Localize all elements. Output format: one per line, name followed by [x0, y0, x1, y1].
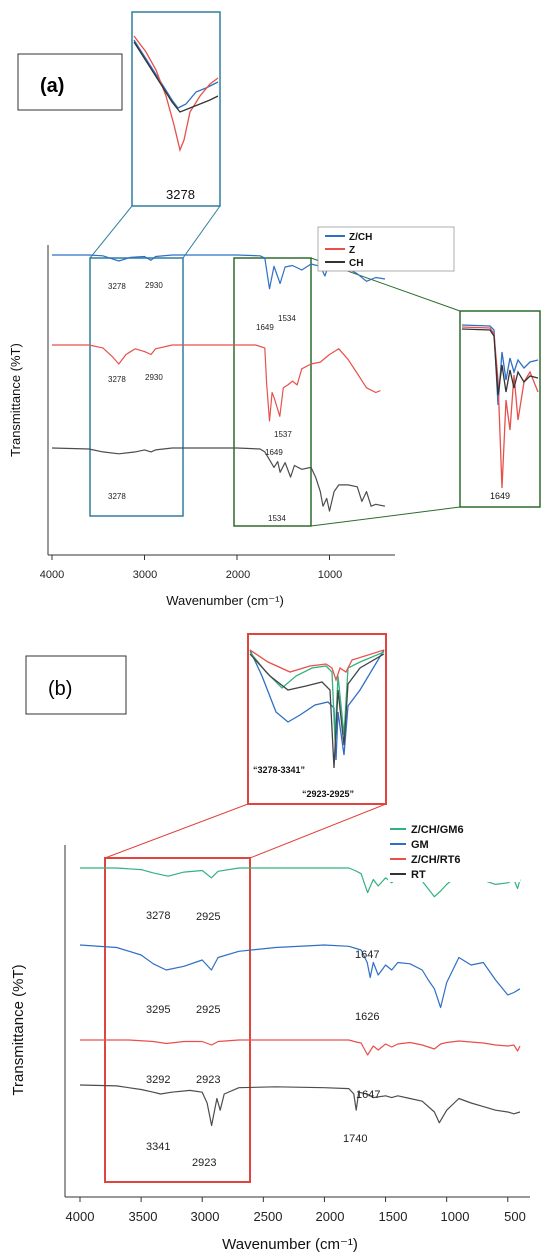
inset-b-label: “3278-3341” — [253, 765, 305, 775]
x-ticks — [51, 555, 330, 560]
series-line-gm — [79, 944, 521, 1009]
zoom-connector — [89, 205, 133, 259]
peak-label: 1647 — [356, 1089, 380, 1101]
legend-box — [388, 820, 520, 882]
peak-label: 2930 — [145, 281, 163, 290]
zoom-connector — [182, 205, 221, 259]
legend-label: Z/CH/GM6 — [411, 824, 464, 836]
highlight-box-3278 — [89, 257, 184, 517]
series-line-ch — [51, 447, 386, 512]
peak-label: 2930 — [145, 373, 163, 382]
peak-label: 3278 — [108, 282, 126, 291]
peak-label: 3278 — [108, 492, 126, 501]
peak-label: 1626 — [355, 1011, 379, 1023]
peak-label: 3295 — [146, 1004, 170, 1016]
peak-label: 2923 — [192, 1157, 216, 1169]
peak-label: 1534 — [268, 514, 286, 523]
highlight-box-1649 — [233, 257, 312, 527]
legend-label: CH — [349, 258, 363, 269]
inset-curve-rt — [249, 653, 385, 769]
x-tick-label: 2500 — [254, 1209, 283, 1224]
inset-a-top-label: 3278 — [166, 187, 195, 202]
inset-a-top-curves — [133, 35, 219, 153]
series-group — [51, 254, 386, 512]
peak-label: 2925 — [196, 911, 220, 923]
x-tick-label: 4000 — [66, 1209, 95, 1224]
panel-b: (b) “3278-3341” “2923-2925” 4000 3500 30… — [10, 633, 530, 1253]
legend-label: RT — [411, 869, 426, 881]
x-axis-label: Wavenumber (cm⁻¹) — [166, 593, 284, 608]
legend-label: Z/CH/RT6 — [411, 854, 461, 866]
panel-b-label: (b) — [48, 678, 72, 700]
peak-label: 2923 — [196, 1074, 220, 1086]
zoom-connector — [104, 803, 249, 859]
series-line-z — [52, 344, 381, 422]
inset-a-right-curves — [461, 324, 539, 489]
peak-label: 3278 — [146, 910, 170, 922]
inset-curve-z-ch — [461, 324, 539, 406]
peak-label: 3278 — [108, 375, 126, 384]
inset-a-top-frame — [131, 11, 221, 207]
panel-a-label-box — [17, 53, 123, 111]
x-tick-label: 500 — [504, 1209, 526, 1224]
inset-curve-z-ch — [133, 39, 219, 109]
series-line-rt — [79, 1084, 521, 1127]
panel-b-label-box — [25, 655, 127, 715]
legend-label: GM — [411, 839, 429, 851]
peak-label: 1647 — [355, 949, 379, 961]
legend: Z/CH/GM6 GM Z/CH/RT6 RT — [388, 820, 520, 882]
peak-label: 1649 — [256, 323, 274, 332]
zoom-connector — [249, 803, 387, 859]
panel-a-label: (a) — [40, 75, 64, 97]
peak-label: 3292 — [146, 1074, 170, 1086]
series-group — [79, 867, 521, 1127]
legend-label: Z — [349, 245, 355, 256]
zoom-connector — [310, 506, 461, 527]
inset-curve-z — [133, 35, 219, 153]
inset-curve-z-ch-rt6 — [249, 649, 385, 683]
x-tick-label: 4000 — [40, 569, 64, 581]
inset-a-right-label: 1649 — [490, 491, 510, 501]
inset-curve-ch — [133, 41, 219, 113]
x-ticks — [79, 1197, 509, 1202]
highlight-box-3278-2925 — [104, 857, 251, 1183]
peak-label: 1740 — [343, 1133, 367, 1145]
peak-label: 1649 — [265, 448, 283, 457]
peak-label: 2925 — [196, 1004, 220, 1016]
x-tick-label: 2000 — [226, 569, 250, 581]
peak-label: 3341 — [146, 1141, 170, 1153]
panel-a: (a) 3278 1649 4000 3000 2000 1000 Wavenu… — [8, 11, 541, 608]
y-axis-label: Transmittance (%T) — [8, 343, 23, 457]
inset-b-curves — [249, 649, 385, 769]
peak-label: 1537 — [274, 430, 292, 439]
inset-b-label: “2923-2925” — [302, 789, 354, 799]
y-axis-label: Transmittance (%T) — [10, 964, 27, 1095]
x-tick-label: 1000 — [441, 1209, 470, 1224]
inset-a-right-frame — [459, 310, 541, 508]
x-tick-label: 3000 — [191, 1209, 220, 1224]
x-tick-label: 1500 — [379, 1209, 408, 1224]
legend-label: Z/CH — [349, 232, 372, 243]
inset-curve-ch — [461, 328, 539, 396]
peak-label: 1534 — [278, 314, 296, 323]
series-line-z-ch-rt6 — [80, 1039, 521, 1056]
x-tick-label: 2000 — [316, 1209, 345, 1224]
x-axis-label: Wavenumber (cm⁻¹) — [222, 1236, 358, 1253]
inset-b-frame — [247, 633, 387, 805]
x-tick-label: 3500 — [129, 1209, 158, 1224]
x-tick-label: 1000 — [318, 569, 342, 581]
x-tick-label: 3000 — [133, 569, 157, 581]
legend: Z/CH Z CH — [317, 226, 455, 272]
